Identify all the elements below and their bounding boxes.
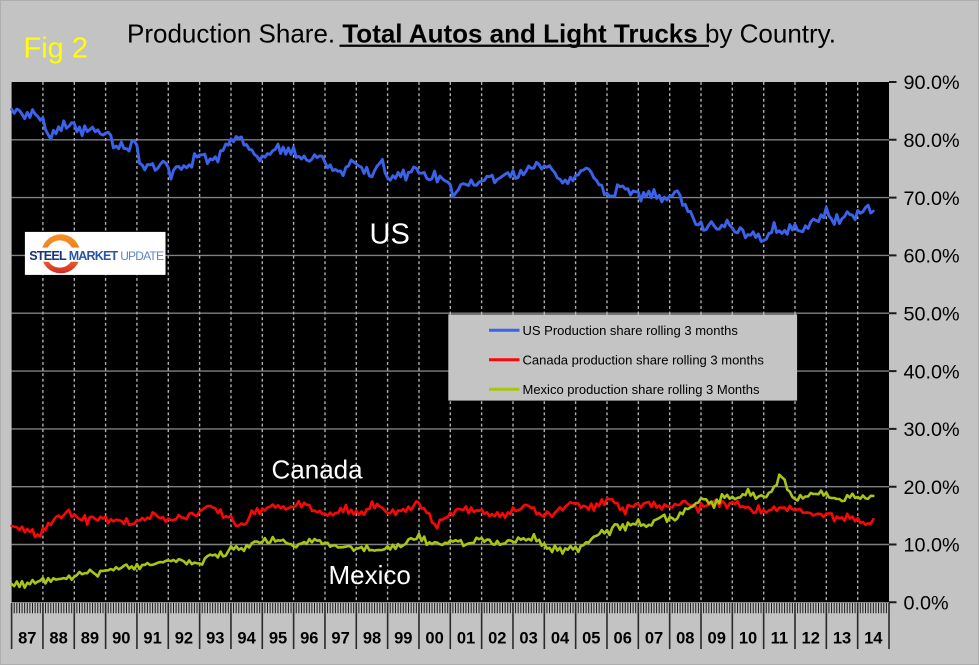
svg-text:03: 03 bbox=[519, 630, 537, 648]
svg-text:09: 09 bbox=[708, 630, 726, 648]
svg-text:13: 13 bbox=[833, 630, 851, 648]
svg-text:01: 01 bbox=[457, 630, 475, 648]
svg-text:20.0%: 20.0% bbox=[904, 477, 960, 499]
svg-text:10: 10 bbox=[739, 630, 757, 648]
svg-text:89: 89 bbox=[81, 630, 99, 648]
svg-text:92: 92 bbox=[175, 630, 193, 648]
svg-text:96: 96 bbox=[300, 630, 318, 648]
svg-text:95: 95 bbox=[269, 630, 287, 648]
svg-text:87: 87 bbox=[18, 630, 36, 648]
svg-text:Mexico: Mexico bbox=[329, 560, 411, 590]
svg-text:00: 00 bbox=[425, 630, 443, 648]
svg-text:MARKET: MARKET bbox=[69, 249, 119, 263]
svg-text:12: 12 bbox=[802, 630, 820, 648]
svg-text:40.0%: 40.0% bbox=[904, 361, 960, 383]
svg-text:07: 07 bbox=[645, 630, 663, 648]
svg-text:98: 98 bbox=[363, 630, 381, 648]
svg-text:14: 14 bbox=[864, 630, 883, 648]
svg-text:STEEL: STEEL bbox=[29, 249, 67, 263]
svg-text:91: 91 bbox=[143, 630, 161, 648]
svg-text:US Production share rolling 3: US Production share rolling 3 months bbox=[523, 323, 739, 338]
svg-text:60.0%: 60.0% bbox=[904, 246, 960, 268]
svg-text:90.0%: 90.0% bbox=[904, 72, 960, 94]
svg-text:Canada production share rollin: Canada production share rolling 3 months bbox=[523, 352, 765, 367]
svg-text:Production Share. Total Autos: Production Share. Total Autos and Light … bbox=[127, 19, 836, 49]
svg-text:Canada: Canada bbox=[272, 455, 364, 485]
svg-text:08: 08 bbox=[676, 630, 694, 648]
svg-text:70.0%: 70.0% bbox=[904, 188, 960, 210]
svg-text:80.0%: 80.0% bbox=[904, 130, 960, 152]
svg-text:02: 02 bbox=[488, 630, 506, 648]
svg-text:30.0%: 30.0% bbox=[904, 419, 960, 441]
svg-text:10.0%: 10.0% bbox=[904, 535, 960, 557]
svg-text:05: 05 bbox=[582, 630, 600, 648]
svg-text:0.0%: 0.0% bbox=[904, 593, 949, 615]
svg-text:97: 97 bbox=[331, 630, 349, 648]
svg-text:Fig 2: Fig 2 bbox=[24, 33, 88, 65]
svg-text:UPDATE: UPDATE bbox=[120, 249, 164, 263]
svg-text:11: 11 bbox=[771, 630, 788, 648]
svg-text:06: 06 bbox=[614, 630, 632, 648]
svg-text:94: 94 bbox=[237, 630, 256, 648]
svg-text:50.0%: 50.0% bbox=[904, 303, 960, 325]
svg-text:US: US bbox=[370, 219, 410, 251]
svg-text:90: 90 bbox=[112, 630, 130, 648]
svg-text:99: 99 bbox=[394, 630, 412, 648]
svg-text:04: 04 bbox=[551, 630, 570, 648]
svg-text:93: 93 bbox=[206, 630, 224, 648]
svg-text:Mexico production share rollin: Mexico production share rolling 3 Months bbox=[523, 382, 761, 397]
svg-text:88: 88 bbox=[49, 630, 67, 648]
